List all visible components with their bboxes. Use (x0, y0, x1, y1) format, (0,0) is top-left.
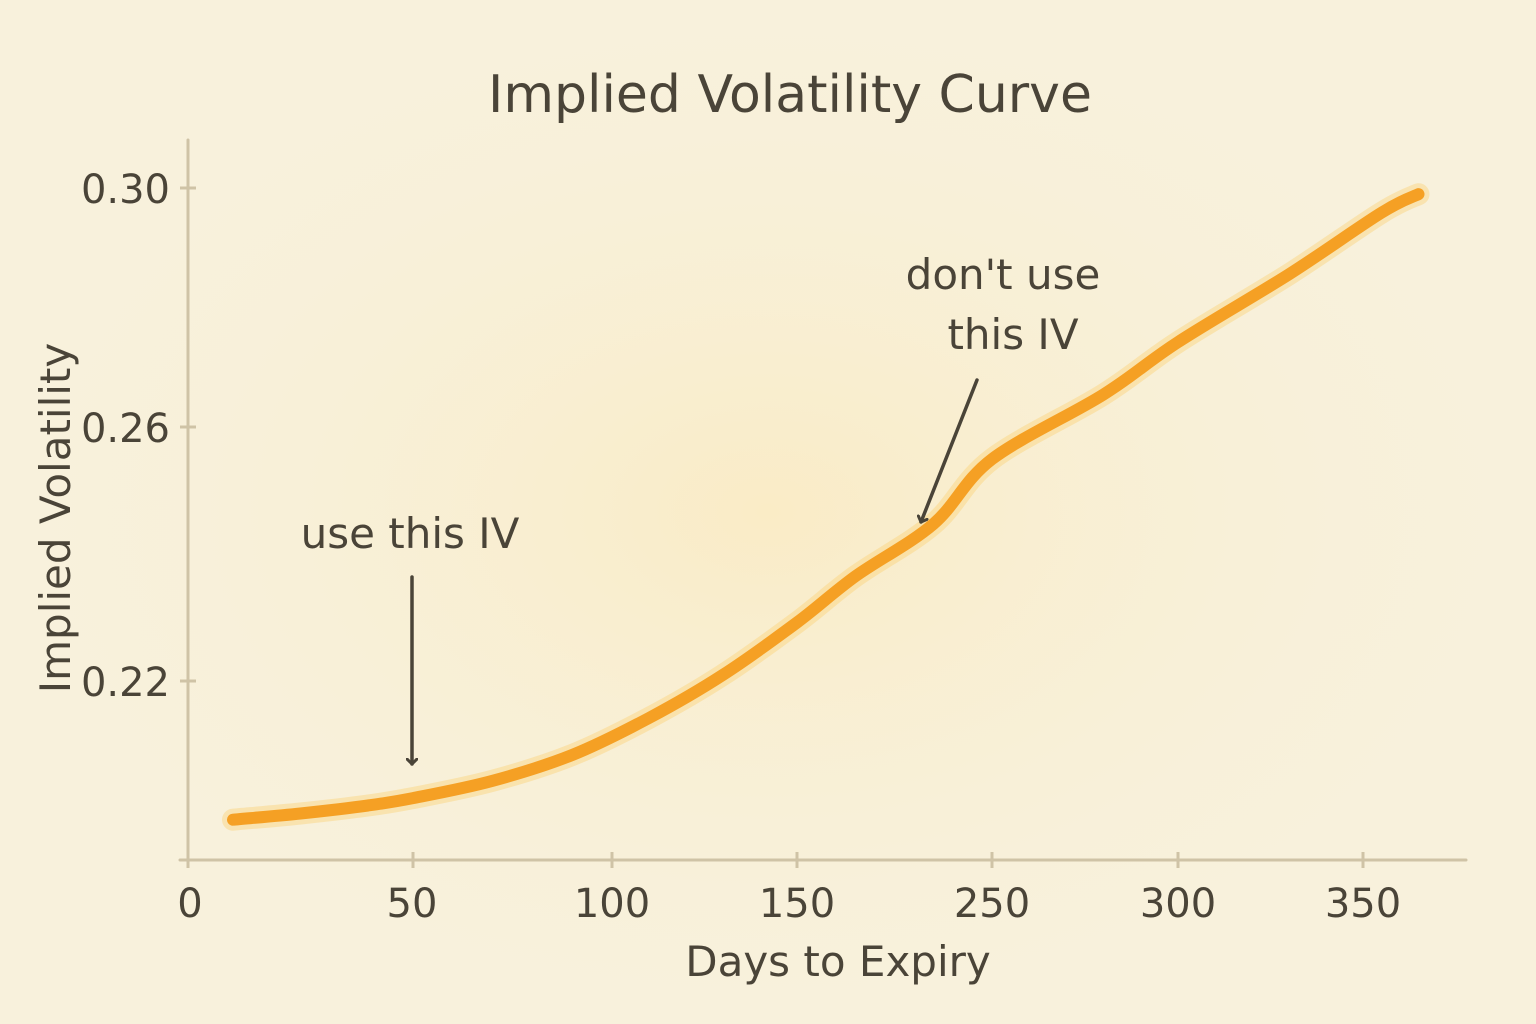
annotation-dont-use-line1: don't use (906, 250, 1101, 299)
y-tick-label-026: 0.26 (81, 406, 170, 452)
series-line-iv-curve (227, 188, 1425, 826)
x-tick-label-50: 50 (387, 881, 438, 927)
y-tick-label-030: 0.30 (81, 167, 170, 213)
chart-title: Implied Volatility Curve (488, 65, 1092, 125)
annotation-use-this-iv: use this IV (301, 509, 520, 558)
x-tick-label-0: 0 (177, 881, 202, 927)
y-tick-label-022: 0.22 (81, 660, 170, 706)
x-tick-label-150: 150 (759, 881, 835, 927)
annotation-dont-use-line2: this IV (947, 310, 1078, 359)
x-tick-label-100: 100 (574, 881, 650, 927)
x-axis-label: Days to Expiry (685, 937, 991, 986)
annotation-arrow-dont-use (921, 378, 979, 524)
y-axis-label: Implied Volatility (31, 343, 80, 694)
x-tick-label-350: 350 (1325, 881, 1401, 927)
x-tick-label-300: 300 (1140, 881, 1216, 927)
series-layer (222, 183, 1430, 831)
x-tick-label-250: 250 (954, 881, 1030, 927)
